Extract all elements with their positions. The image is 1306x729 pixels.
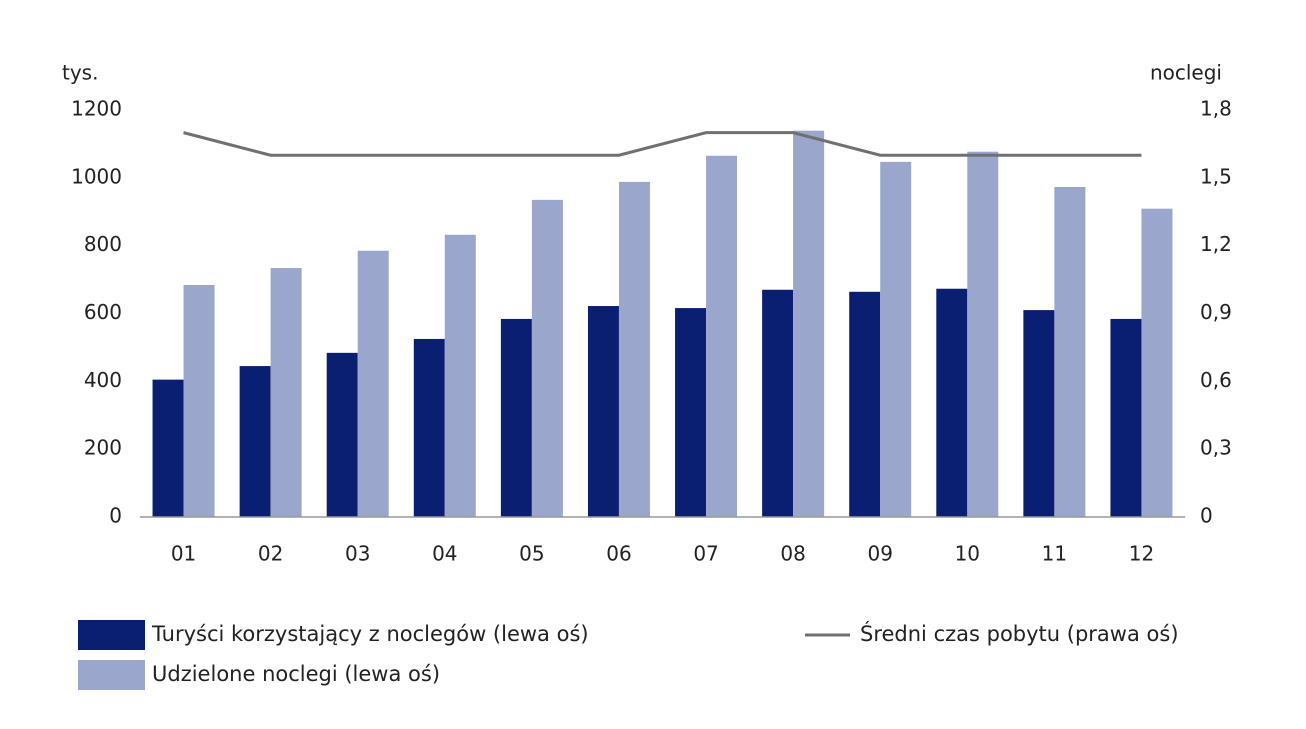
x-tick-label: 08 <box>780 542 805 566</box>
y-tick-label: 800 <box>84 232 122 256</box>
y2-tick-label: 0,3 <box>1200 436 1232 460</box>
x-tick-label: 02 <box>258 542 283 566</box>
bar <box>849 291 881 517</box>
legend-label: Udzielone noclegi (lewa oś) <box>152 662 440 686</box>
bar <box>675 308 707 517</box>
y2-tick-label: 1,8 <box>1200 97 1232 121</box>
x-tick-label: 12 <box>1129 542 1154 566</box>
x-tick-label: 04 <box>432 542 457 566</box>
x-tick-label: 06 <box>606 542 631 566</box>
bar <box>762 289 794 517</box>
x-tick-label: 07 <box>693 542 718 566</box>
bar <box>1141 208 1173 517</box>
bar <box>1110 318 1142 517</box>
legend-label: Turyści korzystający z noclegów (lewa oś… <box>151 622 589 646</box>
legend-swatch <box>78 620 145 650</box>
bar <box>152 379 184 517</box>
x-tick-label: 05 <box>519 542 544 566</box>
bar <box>793 130 825 518</box>
y-tick-label: 1200 <box>71 97 122 121</box>
bar <box>587 306 619 517</box>
bar <box>706 155 738 517</box>
y2-axis-label: noclegi <box>1150 61 1222 85</box>
legend: Turyści korzystający z noclegów (lewa oś… <box>78 620 1179 690</box>
x-tick-label: 10 <box>955 542 980 566</box>
bar <box>936 288 968 517</box>
x-tick-label: 03 <box>345 542 370 566</box>
y2-tick-label: 1,2 <box>1200 232 1232 256</box>
y-axis-label: tys. <box>62 61 98 85</box>
bar <box>444 234 476 517</box>
bar <box>270 268 302 517</box>
y-tick-label: 200 <box>84 436 122 460</box>
x-tick-label: 09 <box>867 542 892 566</box>
bar <box>183 285 215 517</box>
bar <box>1054 186 1086 517</box>
y2-tick-label: 0 <box>1200 504 1213 528</box>
bar <box>239 366 271 517</box>
x-tick-label: 11 <box>1042 542 1067 566</box>
bar <box>618 181 650 518</box>
bar <box>967 151 999 517</box>
y2-tick-label: 1,5 <box>1200 164 1232 188</box>
y-tick-label: 0 <box>109 504 122 528</box>
bar <box>413 338 445 517</box>
x-tick-label: 01 <box>171 542 196 566</box>
legend-label: Średni czas pobytu (prawa oś) <box>860 621 1179 646</box>
bar <box>357 250 389 518</box>
y2-tick-label: 0,9 <box>1200 300 1232 324</box>
legend-swatch <box>78 660 145 690</box>
y-tick-label: 600 <box>84 300 122 324</box>
y-tick-label: 1000 <box>71 164 122 188</box>
line-series <box>183 131 1142 157</box>
bar <box>1023 310 1055 517</box>
bar <box>531 199 563 518</box>
y2-tick-label: 0,6 <box>1200 368 1232 392</box>
bar <box>326 352 358 517</box>
bar <box>500 318 532 517</box>
y-tick-label: 400 <box>84 368 122 392</box>
bar <box>880 161 912 517</box>
